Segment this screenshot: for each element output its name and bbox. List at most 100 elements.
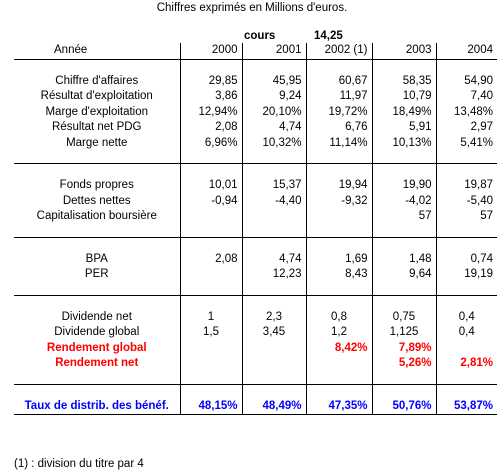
cell: 13,48% — [435, 104, 497, 120]
cell: 19,87 — [435, 178, 497, 194]
cell: 4,74 — [241, 120, 306, 136]
cell: 5,26% — [371, 356, 436, 372]
row-label: Marge d'exploitation — [45, 105, 149, 118]
table-row: Dividende global 1,5 3,45 1,2 1,125 0,4 — [14, 325, 497, 341]
header-row: Année 2000 2001 2002 (1) 2003 2004 — [14, 43, 497, 60]
cell: 19,90 — [371, 178, 436, 194]
cell: 1,48 — [371, 251, 436, 267]
cell: 0,4 — [435, 309, 497, 325]
header-2002: 2002 (1) — [305, 43, 372, 60]
cell: 2,08 — [179, 251, 242, 267]
cell: -5,40 — [435, 193, 497, 209]
table-row: Résultat d'exploitation 3,86 9,24 11,97 … — [14, 89, 497, 105]
cell: 58,35 — [371, 73, 436, 89]
cell: 2,3 — [241, 309, 306, 325]
cell: 7,89% — [371, 340, 436, 356]
cell: 0,4 — [435, 325, 497, 341]
table-row: Dividende net 1 2,3 0,8 0,75 0,4 — [14, 309, 497, 325]
row-label: Résultat net PDG — [52, 121, 142, 133]
table-caption: Chiffres exprimés en Millions d'euros. — [156, 2, 348, 14]
row-label: Fonds propres — [59, 179, 134, 191]
row-label: Taux de distrib. des bénéf. — [14, 398, 180, 415]
cell: 18,49% — [371, 104, 436, 120]
cell: 2,08 — [179, 120, 242, 136]
table-row: PER 12,23 8,43 9,64 19,19 — [14, 267, 497, 283]
header-2001: 2001 — [241, 43, 306, 60]
cell: 2,81% — [435, 356, 497, 372]
cours-label: cours — [244, 30, 276, 42]
cell: 11,97 — [305, 89, 372, 105]
cell: -4,40 — [241, 193, 306, 209]
cell: 5,91 — [371, 120, 436, 136]
table-row: BPA 2,08 4,74 1,69 1,48 0,74 — [14, 251, 497, 267]
cell — [241, 209, 306, 225]
cell: 10,79 — [371, 89, 436, 105]
table-row: Rendement net 5,26% 2,81% — [14, 356, 497, 372]
row-label: Dividende net — [61, 310, 132, 323]
row-label: Chiffre d'affaires — [55, 74, 139, 87]
table-row: Fonds propres 10,01 15,37 19,94 19,90 19… — [14, 178, 497, 194]
cell: 57 — [435, 209, 497, 225]
header-label: Année — [14, 43, 180, 60]
cell: 48,49% — [241, 398, 306, 415]
cell: 9,64 — [371, 267, 436, 283]
cell: 60,67 — [305, 73, 372, 89]
cell — [305, 209, 372, 225]
cell — [241, 340, 306, 356]
header-2000: 2000 — [179, 43, 242, 60]
cell: 57 — [371, 209, 436, 225]
cell: 19,19 — [435, 267, 497, 283]
row-label: BPA — [85, 252, 108, 265]
cell: 3,86 — [179, 89, 242, 105]
cell: 19,94 — [305, 178, 372, 194]
table-row: Capitalisation boursière 57 57 — [14, 209, 497, 225]
cell: 10,13% — [371, 135, 436, 151]
cell: 1,125 — [371, 325, 436, 341]
cell: 1,5 — [179, 325, 242, 341]
cell: 54,90 — [435, 73, 497, 89]
cell: 10,32% — [241, 135, 306, 151]
row-label: Rendement global — [46, 341, 147, 354]
cell: 20,10% — [241, 104, 306, 120]
cell: 48,15% — [179, 398, 242, 415]
cell: 15,37 — [241, 178, 306, 194]
cell — [179, 356, 242, 372]
cell: 53,87% — [435, 398, 497, 415]
cell: 8,43 — [305, 267, 372, 283]
row-label: Capitalisation boursière — [36, 210, 157, 222]
cell: 7,40 — [435, 89, 497, 105]
cell: 5,41% — [435, 135, 497, 151]
cell: 3,45 — [241, 325, 306, 341]
cell: 9,24 — [241, 89, 306, 105]
cell: 6,96% — [179, 135, 242, 151]
cell — [241, 356, 306, 372]
cell: 19,72% — [305, 104, 372, 120]
cell: 10,01 — [179, 178, 242, 194]
table-row: Marge nette 6,96% 10,32% 11,14% 10,13% 5… — [14, 135, 497, 151]
row-label: Dettes nettes — [62, 194, 131, 207]
cell: 0,75 — [371, 309, 436, 325]
cell: 1,2 — [305, 325, 372, 341]
cell: 0,8 — [305, 309, 372, 325]
row-label: PER — [84, 268, 109, 280]
cell — [435, 340, 497, 356]
cell: 12,23 — [241, 267, 306, 283]
cell: 1 — [179, 309, 242, 325]
table-row: Résultat net PDG 2,08 4,74 6,76 5,91 2,9… — [14, 120, 497, 136]
cell: 11,14% — [305, 135, 372, 151]
cell — [179, 267, 242, 283]
cell: -9,32 — [305, 193, 372, 209]
cell: -0,94 — [179, 193, 242, 209]
table-row: Dettes nettes -0,94 -4,40 -9,32 -4,02 -5… — [14, 193, 497, 209]
cell: 45,95 — [241, 73, 306, 89]
header-2003: 2003 — [371, 43, 436, 60]
cell — [179, 209, 242, 225]
table-row: Marge d'exploitation 12,94% 20,10% 19,72… — [14, 104, 497, 120]
cell: 47,35% — [305, 398, 372, 415]
cell: 0,74 — [435, 251, 497, 267]
header-2004: 2004 — [435, 43, 497, 60]
cell: 6,76 — [305, 120, 372, 136]
cell: 1,69 — [305, 251, 372, 267]
row-label: Rendement net — [55, 357, 139, 369]
cell: 8,42% — [305, 340, 372, 356]
